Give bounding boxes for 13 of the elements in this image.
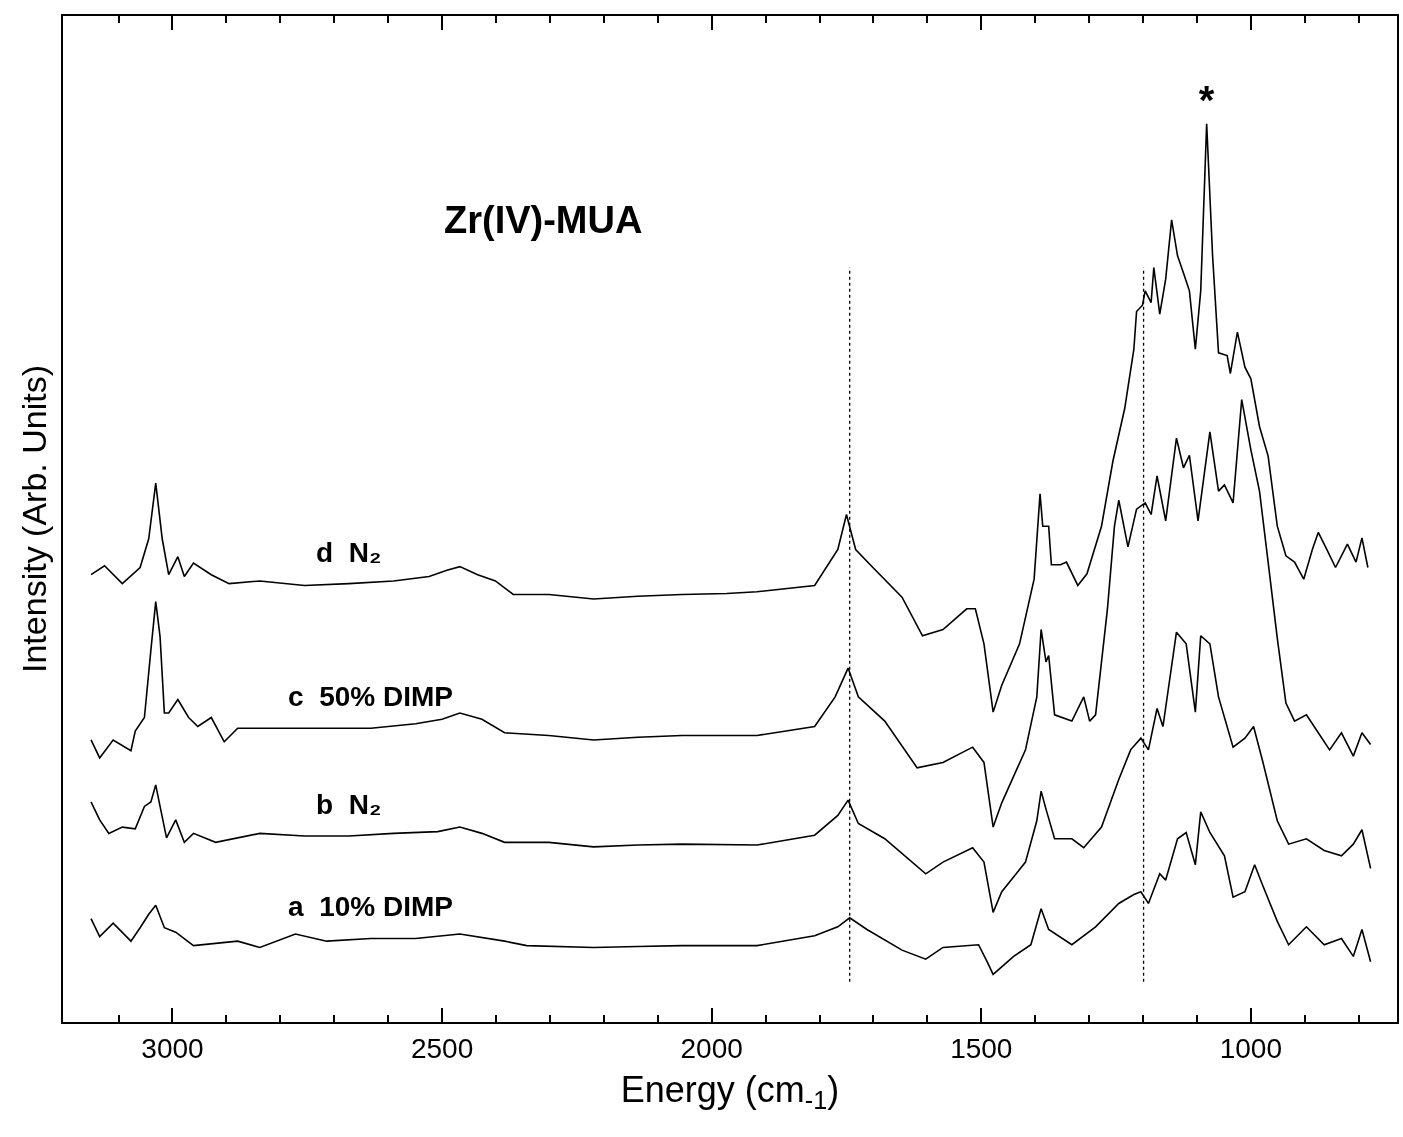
x-tick-label: 1500 [950,1032,1013,1064]
text: Zr(IV)-MUA [444,199,643,241]
y-axis-title: Intensity (Arb. Units) [15,365,54,673]
annotation: * [1198,77,1215,122]
series-label: d N₂ [316,537,382,568]
series-label: a 10% DIMP [288,891,453,922]
x-tick-label: 3000 [141,1032,204,1064]
x-tick-label: 2000 [680,1032,743,1064]
series-label: b N₂ [316,789,382,820]
x-tick-label: 1000 [1219,1032,1283,1064]
x-tick-label: 2500 [410,1032,474,1064]
series-label: c 50% DIMP [288,681,453,712]
x-axis-title: Energy (cm$_{-1}$) [620,1068,840,1115]
